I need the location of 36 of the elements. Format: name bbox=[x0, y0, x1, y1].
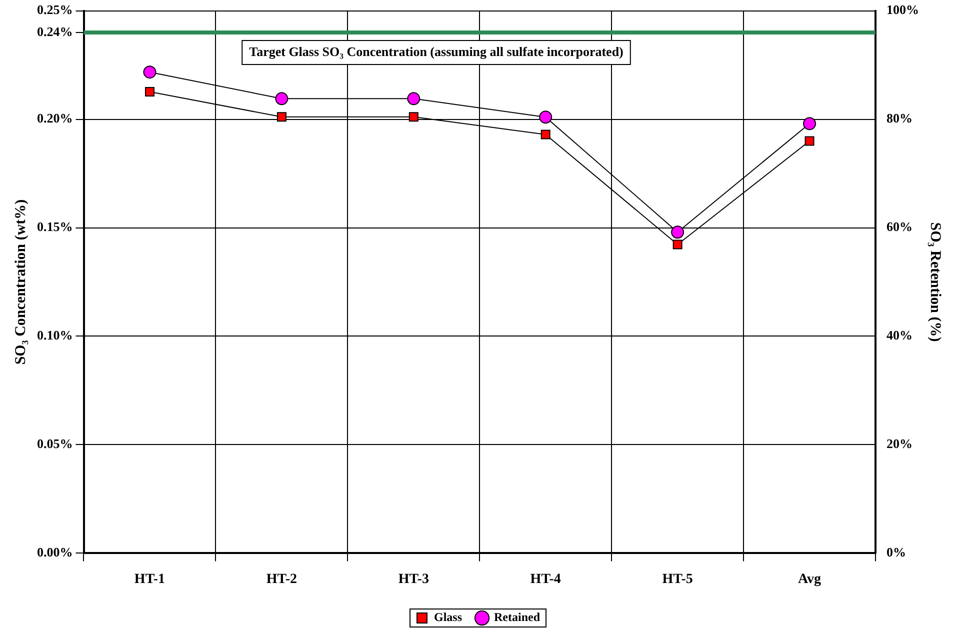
y-tick-label: 0.05% bbox=[37, 436, 73, 452]
y2-tick-label: 0% bbox=[886, 544, 906, 560]
ref-line-label: Target Glass SO₃ Concentration (assuming all sulfate incorporated) bbox=[249, 44, 624, 59]
x-tick-label: HT-3 bbox=[398, 572, 429, 588]
legend-label: Glass bbox=[434, 610, 462, 624]
y-tick-label: 0.24% bbox=[37, 24, 73, 39]
point bbox=[144, 86, 154, 96]
point bbox=[408, 112, 418, 122]
point bbox=[143, 66, 156, 79]
x-tick-label: HT-2 bbox=[266, 572, 297, 588]
point bbox=[540, 130, 550, 140]
y2-tick-label: 60% bbox=[886, 219, 912, 234]
y2-tick-label: 80% bbox=[886, 110, 912, 126]
point bbox=[804, 136, 814, 146]
y2-tick-label: 40% bbox=[886, 328, 912, 343]
point bbox=[539, 110, 552, 124]
point bbox=[407, 92, 420, 106]
y-tick-label: 0.00% bbox=[37, 544, 73, 560]
y-tick-label: 0.10% bbox=[37, 328, 73, 343]
point bbox=[671, 226, 684, 239]
point bbox=[803, 117, 816, 130]
x-tick-label: HT-1 bbox=[134, 572, 166, 588]
y2-tick-label: 20% bbox=[886, 436, 912, 452]
x-tick-label: HT-5 bbox=[662, 572, 693, 588]
legend-label: Retained bbox=[494, 610, 540, 624]
y-tick-label: 0.15% bbox=[37, 219, 73, 234]
y-tick-label: 0.20% bbox=[37, 110, 73, 126]
x-tick-label: Avg bbox=[798, 572, 822, 588]
y-tick-label: 0.25% bbox=[37, 2, 73, 18]
y2-tick-label: 100% bbox=[886, 2, 919, 18]
point bbox=[276, 112, 286, 122]
point bbox=[275, 92, 288, 106]
point bbox=[672, 240, 682, 250]
x-tick-label: HT-4 bbox=[530, 572, 561, 588]
y-axis-title: SO₃ Concentration (wt%) bbox=[12, 199, 29, 365]
y2-axis-title: SO₃ Retention (%) bbox=[927, 222, 944, 342]
